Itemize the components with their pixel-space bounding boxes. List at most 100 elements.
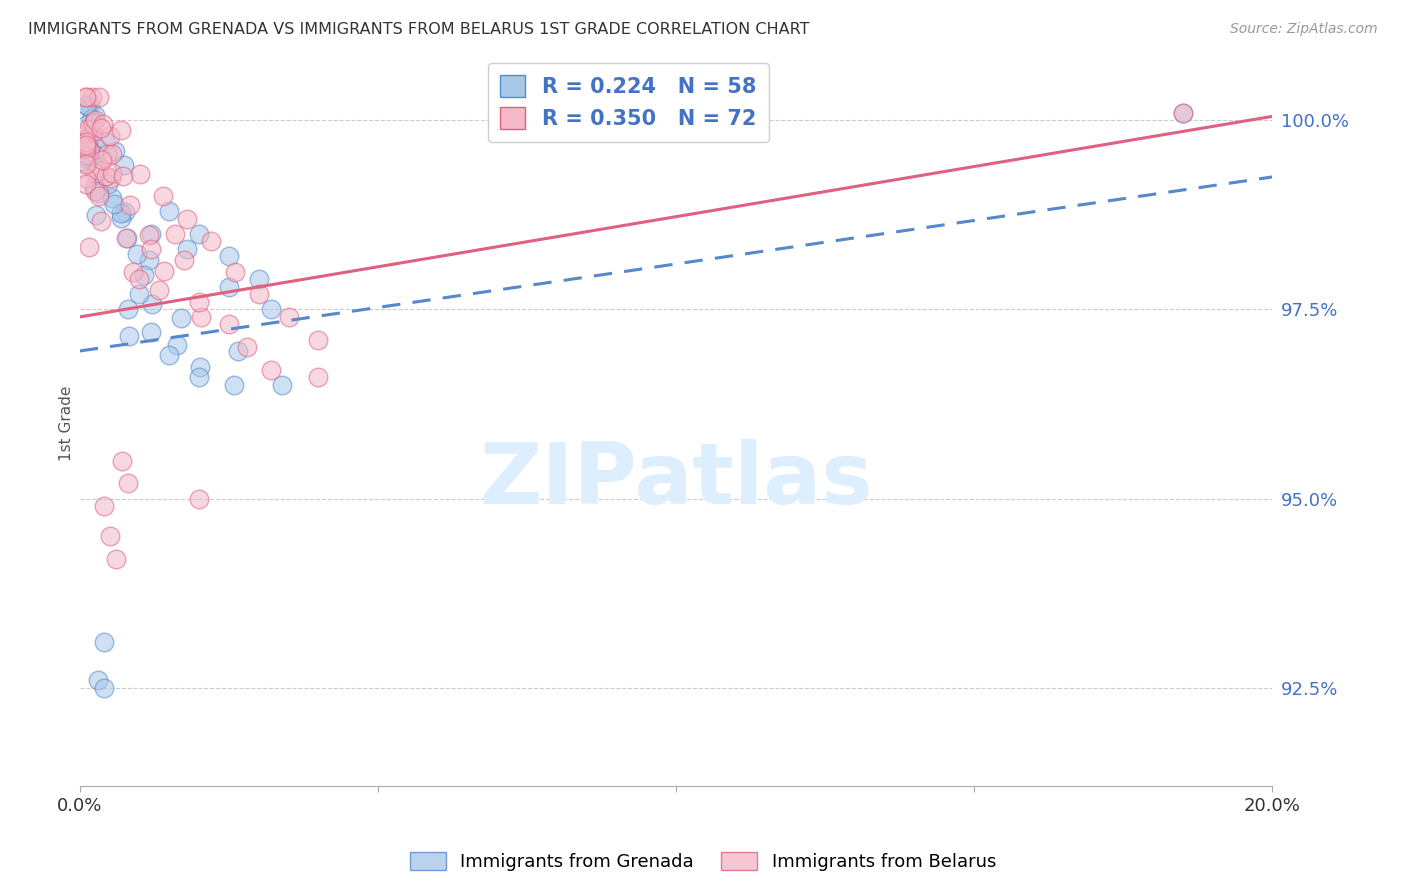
Point [101, 191, 124, 205]
Point [114, 231, 136, 245]
Point [121, 264, 143, 278]
Legend: Immigrants from Grenada, Immigrants from Belarus: Immigrants from Grenada, Immigrants from… [402, 845, 1004, 879]
Point [141, 325, 163, 339]
Point [222, 378, 245, 392]
Point [157, 348, 180, 362]
Text: IMMIGRANTS FROM GRENADA VS IMMIGRANTS FROM BELARUS 1ST GRADE CORRELATION CHART: IMMIGRANTS FROM GRENADA VS IMMIGRANTS FR… [28, 22, 810, 37]
Point [218, 249, 240, 263]
Point [166, 338, 188, 352]
Point [176, 242, 198, 256]
Point [110, 122, 132, 136]
Point [188, 359, 211, 374]
Point [188, 370, 211, 384]
Point [110, 206, 132, 220]
Point [94, 169, 117, 183]
Point [90, 120, 112, 135]
Point [93, 499, 115, 513]
Point [75, 138, 97, 153]
Point [141, 297, 163, 311]
Point [86, 163, 108, 178]
Point [188, 227, 211, 241]
Point [77, 149, 100, 163]
Point [76, 122, 98, 136]
Point [148, 283, 170, 297]
Point [83, 181, 105, 195]
Y-axis label: 1st Grade: 1st Grade [59, 385, 75, 460]
Point [80, 150, 103, 164]
Point [307, 333, 329, 347]
Point [101, 166, 124, 180]
Point [277, 310, 299, 324]
Point [75, 127, 97, 141]
Point [89, 90, 111, 104]
Point [218, 318, 240, 332]
Point [86, 141, 108, 155]
Point [228, 344, 250, 359]
Point [79, 143, 101, 157]
Point [218, 279, 240, 293]
Point [75, 148, 97, 162]
Point [84, 108, 107, 122]
Point [77, 133, 100, 147]
Point [260, 363, 283, 377]
Point [79, 98, 101, 112]
Point [91, 117, 114, 131]
Point [176, 211, 198, 226]
Point [90, 153, 112, 167]
Point [271, 378, 294, 392]
Point [75, 157, 97, 171]
Point [94, 134, 117, 148]
Point [87, 189, 110, 203]
Point [87, 186, 110, 201]
Point [128, 287, 150, 301]
Point [103, 197, 125, 211]
Point [75, 177, 97, 191]
Point [101, 147, 124, 161]
Text: ZIPatlas: ZIPatlas [479, 440, 873, 523]
Point [141, 227, 163, 241]
Point [80, 90, 103, 104]
Text: Source: ZipAtlas.com: Source: ZipAtlas.com [1230, 22, 1378, 37]
Point [138, 227, 160, 242]
Point [141, 242, 163, 256]
Point [83, 112, 105, 127]
Point [111, 169, 134, 183]
Point [75, 135, 97, 149]
Point [117, 476, 139, 491]
Point [83, 148, 105, 162]
Legend: R = 0.224   N = 58, R = 0.350   N = 72: R = 0.224 N = 58, R = 0.350 N = 72 [488, 62, 769, 142]
Point [75, 118, 97, 132]
Point [77, 130, 100, 145]
Point [84, 166, 107, 180]
Point [104, 552, 127, 566]
Point [1171, 105, 1194, 120]
Point [132, 268, 155, 282]
Point [98, 128, 121, 143]
Point [100, 170, 122, 185]
Point [247, 287, 270, 301]
Point [224, 264, 246, 278]
Point [80, 112, 103, 127]
Point [128, 167, 150, 181]
Point [1171, 105, 1194, 120]
Point [117, 302, 139, 317]
Point [128, 272, 150, 286]
Point [127, 246, 149, 260]
Point [79, 145, 101, 159]
Point [75, 156, 97, 170]
Point [98, 529, 121, 543]
Point [77, 239, 100, 253]
Point [80, 121, 103, 136]
Point [152, 264, 174, 278]
Point [117, 329, 139, 343]
Point [84, 184, 107, 198]
Point [157, 204, 180, 219]
Point [96, 147, 118, 161]
Point [118, 198, 141, 212]
Point [90, 214, 112, 228]
Point [87, 673, 110, 688]
Point [138, 252, 160, 267]
Point [247, 272, 270, 286]
Point [93, 635, 115, 649]
Point [173, 252, 195, 267]
